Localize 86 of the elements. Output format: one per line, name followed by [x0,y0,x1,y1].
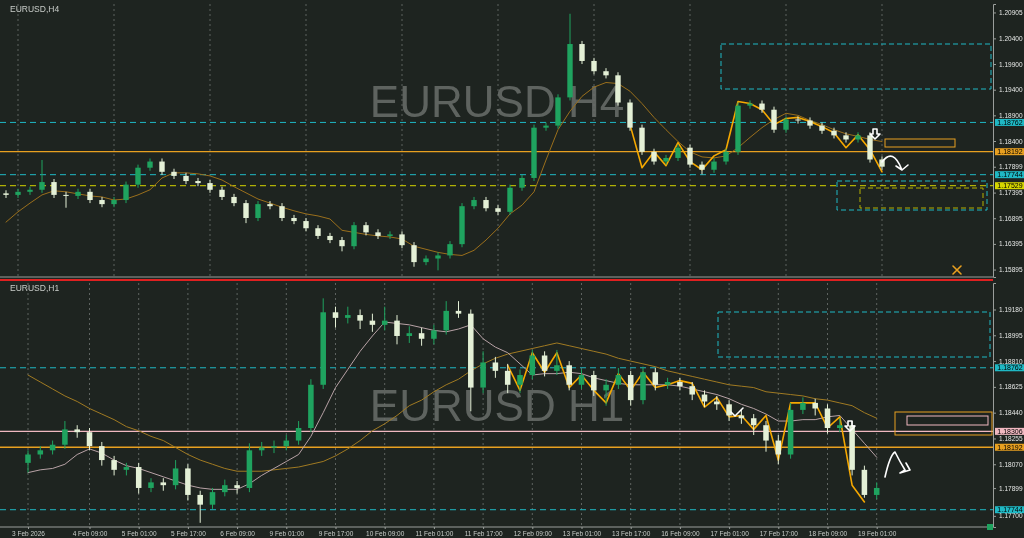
candlestick [394,314,400,345]
candlestick [147,157,153,172]
annotation: EURUSD,H1 [10,283,60,293]
candlestick [75,188,81,200]
candlestick [699,161,705,175]
candlestick [579,40,585,65]
candlestick [303,217,309,232]
candlestick [172,459,179,490]
candlestick [443,300,449,336]
candlestick [171,168,177,180]
candlestick [207,179,213,194]
candlestick [135,164,141,189]
candlestick [747,99,753,110]
candlestick [763,420,769,453]
candlestick [566,360,572,391]
candlestick [135,462,142,495]
candlestick [99,441,105,467]
candlestick [411,241,417,268]
candlestick [332,306,339,329]
candlestick [271,440,277,454]
candlestick [615,367,622,390]
candlestick [183,172,189,185]
candlestick [148,477,154,493]
candlestick [418,327,425,347]
candlestick [357,308,363,330]
candlestick [492,356,499,379]
candlestick [291,214,297,225]
candlestick [243,199,249,224]
candlestick [219,186,225,201]
candlestick [750,413,757,436]
candlestick [123,181,129,204]
candlestick [63,191,69,209]
candlestick [435,251,441,271]
candlestick [663,154,669,166]
candlestick [800,396,806,415]
candlestick [195,177,201,187]
candlestick [689,381,695,401]
candlestick [543,122,549,132]
candlestick [231,193,237,207]
line-series [27,342,878,472]
candlestick [39,159,45,194]
candlestick [351,221,357,250]
candlestick [27,186,33,196]
candlestick [295,420,302,446]
candlestick [15,188,21,199]
candlestick [234,480,240,495]
candlestick [771,106,777,134]
candlestick [267,200,273,210]
candlestick [339,236,345,252]
candlestick [99,196,105,208]
candlestick [711,157,717,174]
candlestick [855,131,861,144]
candlestick [197,490,203,524]
candlestick [824,403,831,435]
candlestick [363,221,369,236]
candlestick [86,427,93,451]
annotation: EURUSD,H4 [10,4,60,14]
candlestick [209,487,216,510]
line-series [629,100,883,173]
candlestick [495,204,501,216]
candlestick [3,189,9,199]
candlestick [431,324,437,345]
candlestick [375,228,381,240]
candlestick [255,200,261,222]
candlestick [554,349,560,376]
candlestick [652,367,659,391]
candlestick [819,122,825,135]
candlestick [111,196,117,208]
candlestick [603,67,609,79]
candlestick [677,377,683,391]
candlestick [62,420,68,450]
candlestick [807,116,813,130]
candlestick [831,127,837,139]
candlestick [423,254,429,266]
candlestick [578,368,585,390]
candlestick [726,399,732,422]
candlestick [843,131,849,144]
candlestick [387,230,393,240]
candlestick [795,115,801,125]
candlestick [471,196,477,210]
candlestick [51,178,57,199]
candlestick [111,455,117,476]
candlestick [687,144,693,169]
candlestick [759,99,765,114]
candlestick [327,232,333,244]
candlestick [25,449,31,474]
